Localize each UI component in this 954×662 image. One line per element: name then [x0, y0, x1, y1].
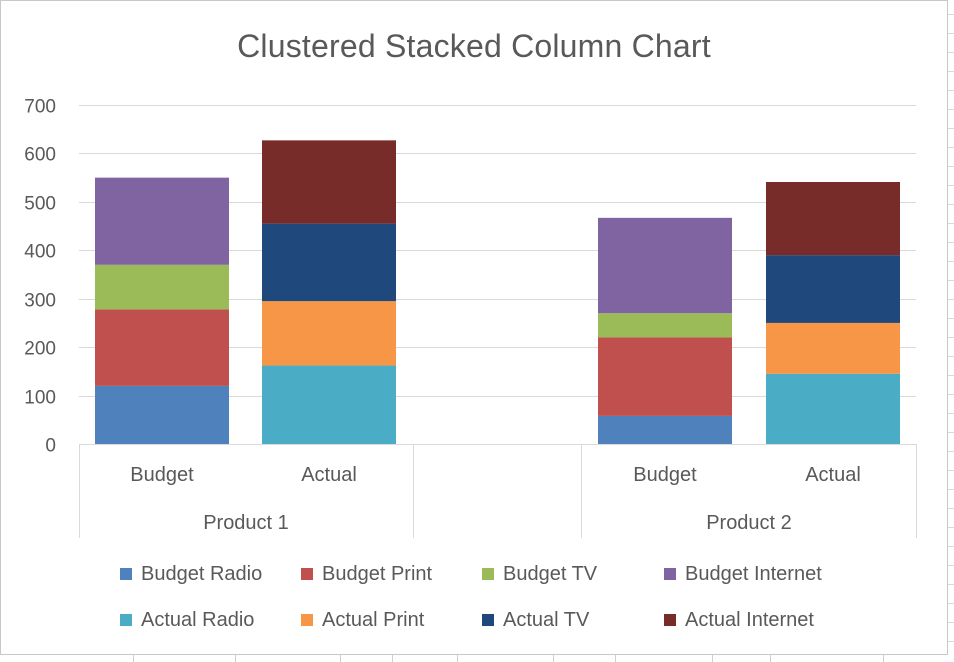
- bar-segment: [598, 217, 732, 314]
- y-tick-label: 300: [24, 291, 56, 312]
- legend-swatch: [301, 614, 313, 626]
- legend-item: Budget Radio: [120, 562, 262, 586]
- x-category-label: Budget: [633, 464, 697, 486]
- legend-swatch: [301, 568, 313, 580]
- x-group-label: Product 1: [203, 512, 289, 534]
- legend-item: Actual Print: [301, 608, 424, 632]
- chart-title: Clustered Stacked Column Chart: [237, 28, 711, 64]
- y-tick-label: 0: [45, 436, 56, 457]
- y-tick-label: 200: [24, 339, 56, 360]
- bar-segment: [95, 385, 229, 444]
- legend-swatch: [120, 614, 132, 626]
- legend-label: Budget Print: [322, 562, 433, 585]
- bar-segment: [766, 373, 900, 444]
- bottom-edge-strip: [0, 655, 954, 662]
- y-tick-label: 500: [24, 194, 56, 215]
- bar-segment: [262, 365, 396, 444]
- legend-item: Budget Print: [301, 562, 432, 586]
- y-tick-label: 400: [24, 242, 56, 263]
- bar-segment: [598, 313, 732, 338]
- y-tick-label: 100: [24, 388, 56, 409]
- right-edge-strip: [948, 0, 954, 662]
- bar-segment: [598, 337, 732, 416]
- legend-label: Budget Radio: [141, 562, 263, 585]
- legend-label: Actual TV: [503, 608, 590, 631]
- legend-label: Actual Radio: [141, 608, 255, 631]
- legend: Budget Radio Budget Print Budget TV Budget …: [0, 556, 948, 646]
- legend-label: Budget TV: [503, 562, 598, 585]
- bar-segment: [95, 177, 229, 265]
- legend-swatch: [664, 568, 676, 580]
- y-tick-label: 700: [24, 97, 56, 118]
- bar-segment: [766, 182, 900, 256]
- legend-swatch: [664, 614, 676, 626]
- x-group-label: Product 2: [706, 512, 792, 534]
- legend-label: Actual Print: [322, 608, 425, 631]
- bar-segment: [598, 415, 732, 444]
- legend-swatch: [482, 614, 494, 626]
- x-category-label: Actual: [301, 464, 357, 486]
- x-category-label: Actual: [805, 464, 861, 486]
- bar-segment: [766, 255, 900, 323]
- legend-item: Actual Internet: [664, 608, 814, 632]
- y-tick-label: 600: [24, 145, 56, 166]
- bar-segment: [95, 264, 229, 310]
- legend-item: Budget TV: [482, 562, 597, 586]
- legend-label: Actual Internet: [685, 608, 814, 631]
- plot-area: 0 100 200 300 400 500 600 700 Budget Actual Produc…: [24, 97, 917, 538]
- bar-segment: [262, 301, 396, 366]
- legend-swatch: [120, 568, 132, 580]
- legend-item: Actual TV: [482, 608, 589, 632]
- legend-item: Actual Radio: [120, 608, 254, 632]
- bar-segment: [262, 140, 396, 224]
- legend-label: Budget Internet: [685, 562, 822, 585]
- legend-swatch: [482, 568, 494, 580]
- bar-segment: [262, 223, 396, 302]
- bar-segment: [766, 322, 900, 374]
- bar-segment: [95, 309, 229, 386]
- legend-item: Budget Internet: [664, 562, 822, 586]
- x-category-label: Budget: [130, 464, 194, 486]
